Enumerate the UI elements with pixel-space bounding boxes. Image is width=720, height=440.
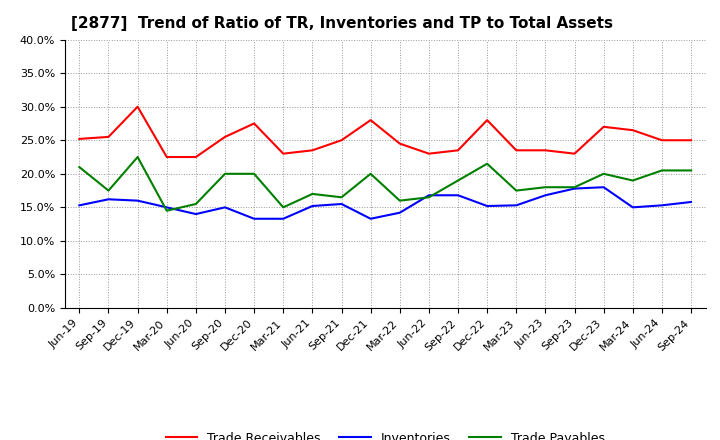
Line: Trade Receivables: Trade Receivables bbox=[79, 106, 691, 157]
Trade Receivables bbox=[541, 148, 550, 153]
Inventories bbox=[570, 186, 579, 191]
Trade Receivables bbox=[629, 128, 637, 133]
Trade Payables bbox=[629, 178, 637, 183]
Inventories bbox=[104, 197, 113, 202]
Trade Receivables bbox=[163, 154, 171, 160]
Trade Payables bbox=[366, 171, 375, 176]
Inventories bbox=[629, 205, 637, 210]
Trade Receivables bbox=[687, 138, 696, 143]
Trade Receivables bbox=[512, 148, 521, 153]
Inventories bbox=[657, 203, 666, 208]
Line: Inventories: Inventories bbox=[79, 187, 691, 219]
Trade Receivables bbox=[192, 154, 200, 160]
Line: Trade Payables: Trade Payables bbox=[79, 157, 691, 211]
Trade Receivables bbox=[425, 151, 433, 156]
Trade Receivables bbox=[308, 148, 317, 153]
Inventories bbox=[279, 216, 287, 221]
Inventories bbox=[512, 203, 521, 208]
Inventories bbox=[395, 210, 404, 215]
Trade Receivables bbox=[657, 138, 666, 143]
Inventories bbox=[454, 193, 462, 198]
Trade Payables bbox=[104, 188, 113, 193]
Inventories bbox=[250, 216, 258, 221]
Trade Receivables bbox=[279, 151, 287, 156]
Inventories bbox=[366, 216, 375, 221]
Trade Payables bbox=[220, 171, 229, 176]
Trade Payables bbox=[512, 188, 521, 193]
Inventories bbox=[599, 185, 608, 190]
Trade Payables bbox=[163, 208, 171, 213]
Trade Payables bbox=[75, 165, 84, 170]
Trade Receivables bbox=[75, 136, 84, 142]
Trade Payables bbox=[687, 168, 696, 173]
Inventories bbox=[425, 193, 433, 198]
Inventories bbox=[687, 199, 696, 205]
Text: [2877]  Trend of Ratio of TR, Inventories and TP to Total Assets: [2877] Trend of Ratio of TR, Inventories… bbox=[71, 16, 613, 32]
Trade Receivables bbox=[599, 124, 608, 129]
Trade Payables bbox=[192, 202, 200, 207]
Trade Receivables bbox=[483, 117, 492, 123]
Trade Receivables bbox=[220, 134, 229, 139]
Trade Payables bbox=[541, 185, 550, 190]
Trade Payables bbox=[133, 154, 142, 160]
Trade Receivables bbox=[454, 148, 462, 153]
Trade Payables bbox=[308, 191, 317, 197]
Trade Receivables bbox=[570, 151, 579, 156]
Trade Payables bbox=[483, 161, 492, 166]
Trade Payables bbox=[395, 198, 404, 203]
Trade Payables bbox=[454, 178, 462, 183]
Inventories bbox=[220, 205, 229, 210]
Inventories bbox=[337, 202, 346, 207]
Trade Receivables bbox=[104, 134, 113, 139]
Inventories bbox=[163, 205, 171, 210]
Trade Receivables bbox=[366, 117, 375, 123]
Legend: Trade Receivables, Inventories, Trade Payables: Trade Receivables, Inventories, Trade Pa… bbox=[161, 427, 610, 440]
Trade Payables bbox=[250, 171, 258, 176]
Trade Payables bbox=[570, 185, 579, 190]
Trade Payables bbox=[425, 194, 433, 200]
Inventories bbox=[133, 198, 142, 203]
Inventories bbox=[483, 203, 492, 209]
Trade Payables bbox=[657, 168, 666, 173]
Inventories bbox=[75, 203, 84, 208]
Trade Receivables bbox=[337, 138, 346, 143]
Inventories bbox=[541, 193, 550, 198]
Trade Payables bbox=[279, 205, 287, 210]
Trade Receivables bbox=[133, 104, 142, 109]
Trade Receivables bbox=[250, 121, 258, 126]
Trade Receivables bbox=[395, 141, 404, 146]
Inventories bbox=[192, 211, 200, 216]
Trade Payables bbox=[599, 171, 608, 176]
Inventories bbox=[308, 203, 317, 209]
Trade Payables bbox=[337, 194, 346, 200]
